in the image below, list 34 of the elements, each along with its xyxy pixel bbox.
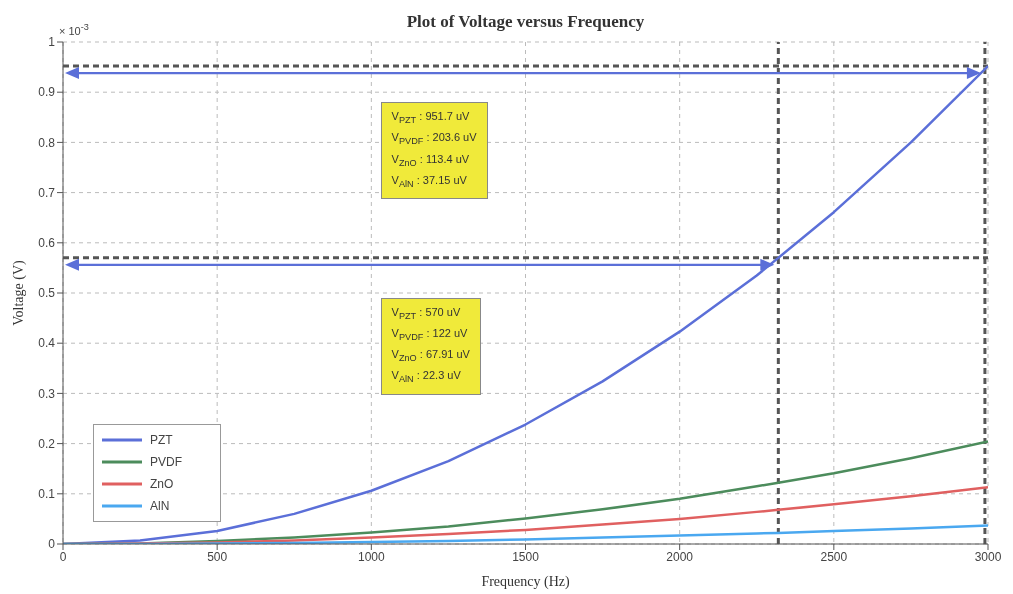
text: × 10$^{-3}$ — [59, 22, 89, 37]
x-tick-label: 2500 — [820, 549, 848, 564]
y-tick-label: 0.5 — [38, 286, 56, 301]
annotation: V$_{AlN}$ : 37.15 uV — [391, 172, 468, 191]
annotation: V$_{PZT}$ : 951.7 uV — [391, 109, 471, 128]
x-tick-label: 2000 — [666, 549, 694, 564]
legend-label: PZT — [150, 433, 173, 447]
y-tick-label: 0.3 — [38, 386, 56, 401]
annotation: V$_{PZT}$ : 570 uV — [391, 304, 462, 324]
y-axis-title: Voltage (V) — [10, 259, 27, 326]
y-tick-label: 0.1 — [38, 487, 56, 502]
x-tick-label: 500 — [207, 549, 228, 564]
annotation: V$_{AlN}$ : 22.3 uV — [391, 368, 462, 387]
annotation: V$_{ZnO}$ : 67.91 uV — [391, 347, 470, 366]
legend-label: PVDF — [150, 455, 183, 469]
y-tick-label: 0.8 — [38, 135, 56, 150]
y-tick-label: 0.7 — [38, 185, 56, 200]
x-axis-title: Frequency (Hz) — [481, 574, 570, 590]
y-tick-label: 0 — [48, 537, 56, 552]
y-tick-label: 0.6 — [38, 236, 56, 251]
annotation: V$_{PVDF}$ : 203.6 uV — [391, 130, 477, 149]
x-tick-label: 3000 — [974, 549, 1002, 564]
y-tick-label: 0.2 — [38, 436, 56, 451]
y-tick-label: 1 — [48, 35, 56, 50]
legend-label: AlN — [150, 499, 170, 513]
x-tick-label: 0 — [59, 549, 67, 564]
legend-label: ZnO — [150, 477, 174, 491]
chart-title: Plot of Voltage versus Frequency — [406, 12, 645, 31]
y-tick-label: 0.4 — [38, 336, 56, 351]
annotation: V$_{ZnO}$ : 113.4 uV — [391, 151, 471, 170]
annotation: V$_{PVDF}$ : 122 uV — [391, 326, 469, 345]
x-tick-label: 1500 — [512, 549, 540, 564]
y-tick-label: 0.9 — [38, 85, 56, 100]
x-tick-label: 1000 — [357, 549, 385, 564]
